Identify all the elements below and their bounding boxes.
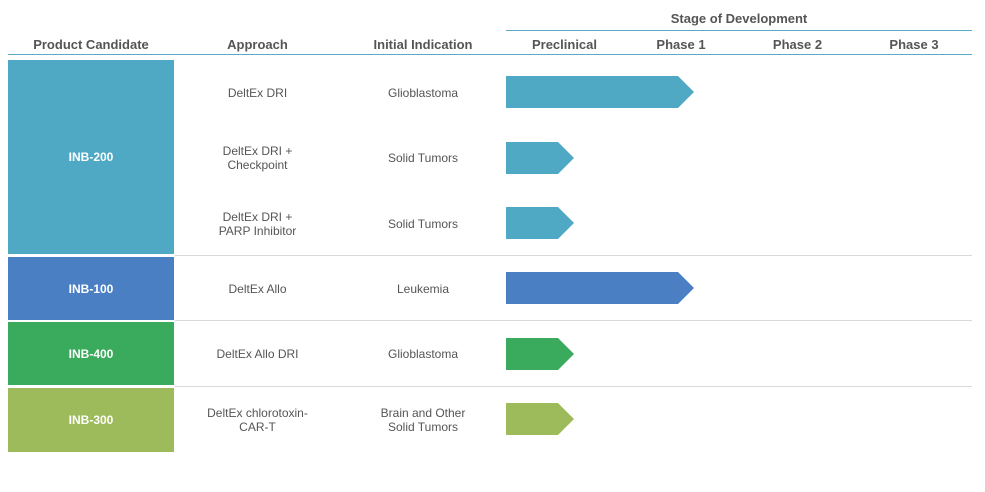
- progress-arrow: [506, 76, 694, 108]
- progress-arrow: [506, 207, 574, 239]
- approach-cell: DeltEx DRI + PARP Inhibitor: [218, 210, 297, 238]
- progress-arrow-shape: [506, 207, 574, 239]
- progress-arrow: [506, 272, 694, 304]
- approach-cell: DeltEx Allo DRI: [216, 347, 299, 361]
- indication-cell: Solid Tumors: [387, 217, 459, 231]
- col-header-phase2: Phase 2: [772, 37, 823, 52]
- approach-cell: DeltEx Allo: [228, 282, 287, 296]
- candidate-label: INB-400: [68, 346, 114, 361]
- row-divider: [175, 386, 972, 387]
- approach-cell: DeltEx DRI: [227, 86, 288, 100]
- progress-arrow: [506, 142, 574, 174]
- candidate-block-inb-300: INB-300: [8, 388, 174, 452]
- indication-cell: Glioblastoma: [387, 347, 459, 361]
- progress-arrow-shape: [506, 338, 574, 370]
- approach-cell: DeltEx DRI + Checkpoint: [222, 144, 293, 172]
- indication-cell: Glioblastoma: [387, 86, 459, 100]
- progress-arrow-shape: [506, 142, 574, 174]
- row-divider: [175, 320, 972, 321]
- candidate-label: INB-300: [68, 413, 114, 427]
- indication-cell: Brain and Other Solid Tumors: [380, 406, 466, 434]
- progress-arrow-shape: [506, 403, 574, 435]
- col-header-phase3: Phase 3: [889, 37, 939, 52]
- candidate-block-inb-200: INB-200: [8, 60, 174, 254]
- candidate-label: INB-100: [68, 281, 114, 296]
- candidate-block-inb-100: INB-100: [8, 257, 174, 320]
- stage-header-rule: [506, 30, 972, 31]
- col-header-product-candidate: Product Candidate: [33, 37, 149, 52]
- indication-cell: Solid Tumors: [387, 151, 459, 165]
- stage-of-development-title: Stage of Development: [670, 11, 808, 26]
- col-header-preclinical: Preclinical: [531, 37, 598, 52]
- progress-arrow-shape: [506, 272, 694, 304]
- progress-arrow: [506, 403, 574, 435]
- column-header-rule: [8, 54, 972, 55]
- col-header-initial-indication: Initial Indication: [373, 37, 473, 52]
- col-header-phase1: Phase 1: [656, 37, 706, 52]
- candidate-block-inb-400: INB-400: [8, 322, 174, 385]
- col-header-approach: Approach: [227, 37, 288, 52]
- progress-arrow: [506, 338, 574, 370]
- candidate-label: INB-200: [68, 150, 114, 164]
- approach-cell: DeltEx chlorotoxin- CAR-T: [207, 406, 308, 434]
- progress-arrow-shape: [506, 76, 694, 108]
- row-divider: [175, 255, 972, 256]
- indication-cell: Leukemia: [396, 282, 450, 296]
